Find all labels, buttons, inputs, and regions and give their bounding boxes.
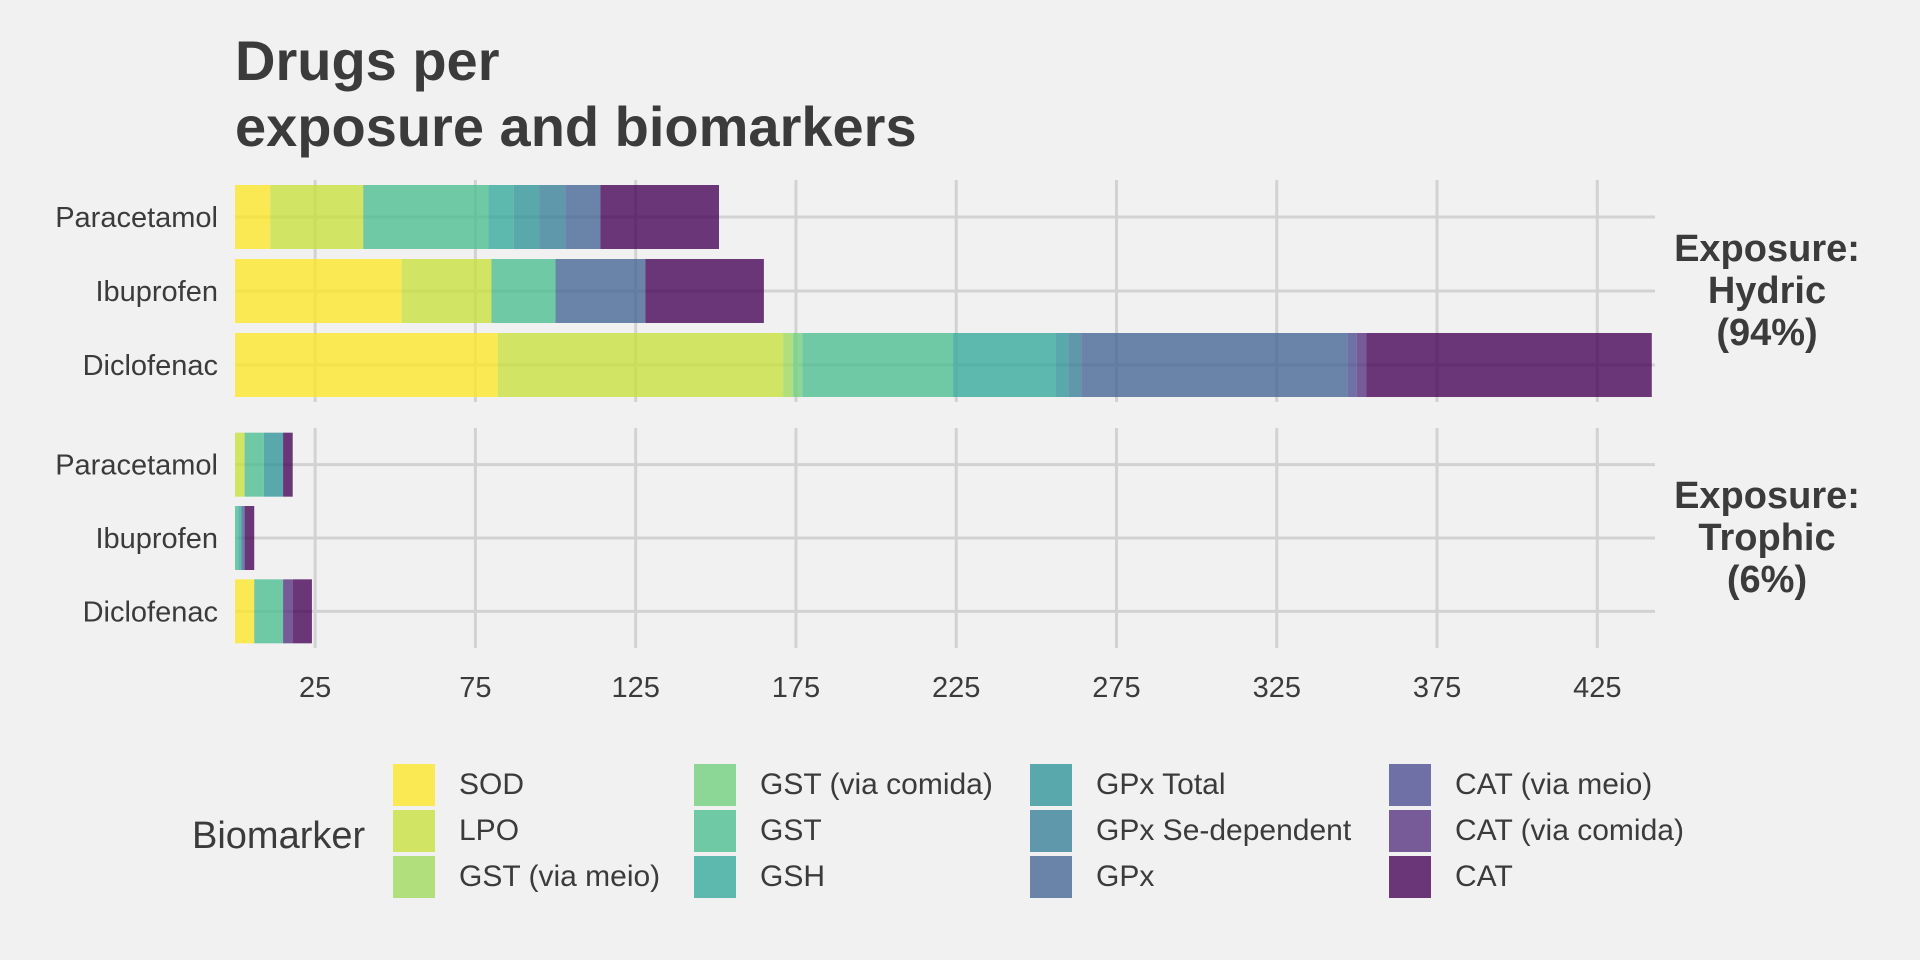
legend-swatch bbox=[1389, 856, 1431, 898]
bar-segment bbox=[1081, 333, 1348, 397]
bar-segment bbox=[513, 185, 540, 249]
legend-label: LPO bbox=[459, 814, 520, 847]
y-tick-label: Ibuprofen bbox=[95, 276, 218, 308]
bar-segment bbox=[1055, 333, 1069, 397]
legend-label: CAT (via comida) bbox=[1455, 814, 1684, 847]
legend-swatch bbox=[393, 810, 435, 852]
legend-item: GST (via meio) bbox=[393, 855, 660, 899]
x-tick-label: 175 bbox=[772, 672, 820, 704]
legend-item: SOD bbox=[393, 763, 524, 807]
legend-item: GSH bbox=[694, 855, 825, 899]
bar-segment bbox=[244, 432, 264, 497]
y-tick-label: Paracetamol bbox=[55, 450, 218, 482]
legend-label: CAT (via meio) bbox=[1455, 768, 1653, 801]
bar-segment bbox=[235, 506, 239, 570]
legend-item: CAT (via meio) bbox=[1389, 763, 1652, 807]
legend-label: SOD bbox=[459, 768, 525, 801]
bar-segment bbox=[1356, 333, 1367, 397]
x-tick-label: 275 bbox=[1092, 672, 1140, 704]
bar-segment bbox=[292, 579, 312, 644]
legend-item: GST (via comida) bbox=[694, 763, 993, 807]
bar-segment bbox=[565, 185, 601, 249]
legend-swatch bbox=[694, 764, 736, 806]
x-tick-label: 325 bbox=[1253, 672, 1301, 704]
legend-item: GPx Total bbox=[1030, 763, 1226, 807]
bar-segment bbox=[1068, 333, 1082, 397]
y-tick-label: Diclofenac bbox=[83, 596, 218, 628]
legend-item: CAT bbox=[1389, 855, 1513, 899]
bar-segment bbox=[497, 333, 784, 397]
bar-segment bbox=[953, 333, 1056, 397]
legend-item: GST bbox=[694, 809, 822, 853]
bar-segment bbox=[363, 185, 489, 249]
bar-segment bbox=[238, 506, 242, 570]
bar-segment bbox=[802, 333, 954, 397]
bar-segment bbox=[792, 333, 803, 397]
y-tick-label: Ibuprofen bbox=[95, 523, 218, 555]
legend-item: GPx bbox=[1030, 855, 1154, 899]
facet-label: Exposure: Trophic (6%) bbox=[1674, 475, 1860, 601]
legend-swatch bbox=[393, 764, 435, 806]
legend-swatch bbox=[1030, 856, 1072, 898]
bar-segment bbox=[263, 432, 284, 497]
bar-segment bbox=[235, 333, 498, 397]
legend-label: GSH bbox=[760, 860, 826, 893]
legend-swatch bbox=[1030, 764, 1072, 806]
bar-segment bbox=[283, 579, 293, 644]
chart-title: Drugs per exposure and biomarkers bbox=[235, 29, 917, 158]
bar-segment bbox=[235, 579, 255, 644]
y-tick-label: Diclofenac bbox=[83, 350, 218, 382]
legend-label: GST (via meio) bbox=[459, 860, 661, 893]
bar-segment bbox=[488, 185, 514, 249]
legend-label: GPx bbox=[1096, 860, 1155, 893]
legend-swatch bbox=[694, 856, 736, 898]
bar-segment bbox=[600, 185, 720, 249]
bar-segment bbox=[235, 185, 271, 249]
bar-segment bbox=[401, 259, 492, 323]
x-tick-label: 375 bbox=[1413, 672, 1461, 704]
bar-segment bbox=[539, 185, 566, 249]
legend-label: CAT bbox=[1455, 860, 1513, 893]
x-tick-label: 75 bbox=[459, 672, 491, 704]
bar-segment bbox=[555, 259, 646, 323]
bar-segment bbox=[1366, 333, 1652, 397]
x-tick-label: 25 bbox=[299, 672, 331, 704]
bar-segment bbox=[241, 506, 245, 570]
x-tick-label: 125 bbox=[611, 672, 659, 704]
legend-label: GPx Se-dependent bbox=[1096, 814, 1352, 847]
y-tick-label: Paracetamol bbox=[55, 202, 218, 234]
legend-swatch bbox=[1389, 764, 1431, 806]
x-tick-label: 425 bbox=[1573, 672, 1621, 704]
legend-swatch bbox=[393, 856, 435, 898]
bar-segment bbox=[491, 259, 556, 323]
bar-segment bbox=[244, 506, 255, 570]
bar-segment bbox=[235, 259, 402, 323]
facet-label: Exposure: Hydric (94%) bbox=[1674, 228, 1860, 354]
legend-swatch bbox=[694, 810, 736, 852]
bar-segment bbox=[783, 333, 793, 397]
legend-label: GST bbox=[760, 814, 822, 847]
legend-item: GPx Se-dependent bbox=[1030, 809, 1351, 853]
legend-swatch bbox=[1030, 810, 1072, 852]
bar-segment bbox=[254, 579, 284, 644]
bar-segment bbox=[235, 432, 245, 497]
legend-title: Biomarker bbox=[192, 815, 366, 857]
legend-swatch bbox=[1389, 810, 1431, 852]
legend: Biomarker SOD LPO GST (via meio) GST (via c… bbox=[0, 760, 1920, 910]
legend-item: CAT (via comida) bbox=[1389, 809, 1684, 853]
bar-segment bbox=[270, 185, 364, 249]
legend-label: GST (via comida) bbox=[760, 768, 993, 801]
legend-label: GPx Total bbox=[1096, 768, 1226, 801]
x-tick-label: 225 bbox=[932, 672, 980, 704]
legend-item: LPO bbox=[393, 809, 519, 853]
bar-segment bbox=[1347, 333, 1357, 397]
bar-segment bbox=[645, 259, 764, 323]
bar-segment bbox=[283, 432, 293, 497]
